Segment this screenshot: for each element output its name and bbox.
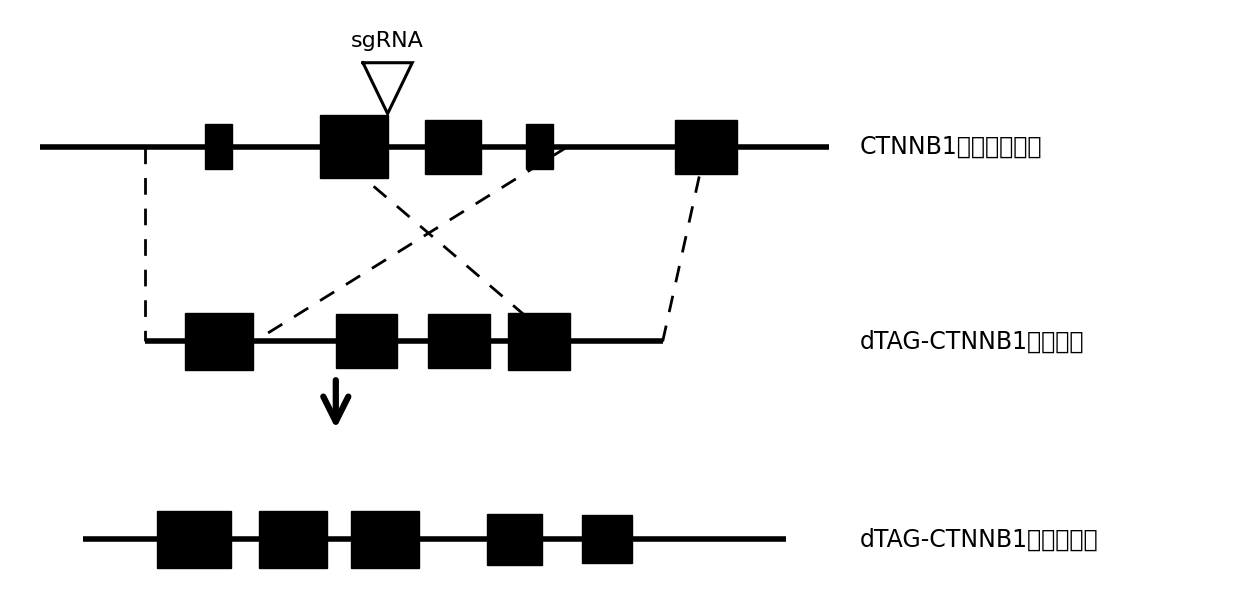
Bar (425, 120, 481, 174)
Bar (429, 315, 489, 368)
Bar (206, 124, 232, 169)
Bar (336, 315, 398, 368)
Text: CTNNB1基因组基因座: CTNNB1基因组基因座 (860, 135, 1042, 159)
Bar (351, 511, 419, 567)
Bar (487, 514, 543, 564)
Bar (525, 124, 553, 169)
Bar (185, 313, 253, 370)
Text: sgRNA: sgRNA (351, 31, 424, 51)
Bar (321, 115, 388, 178)
Text: dTAG-CTNNB1融合基因座: dTAG-CTNNB1融合基因座 (860, 528, 1099, 551)
Bar (259, 511, 327, 567)
Bar (675, 120, 737, 174)
Bar (508, 313, 570, 370)
Text: dTAG-CTNNB1供体载体: dTAG-CTNNB1供体载体 (860, 330, 1084, 353)
Bar (157, 511, 230, 567)
Bar (582, 515, 632, 563)
